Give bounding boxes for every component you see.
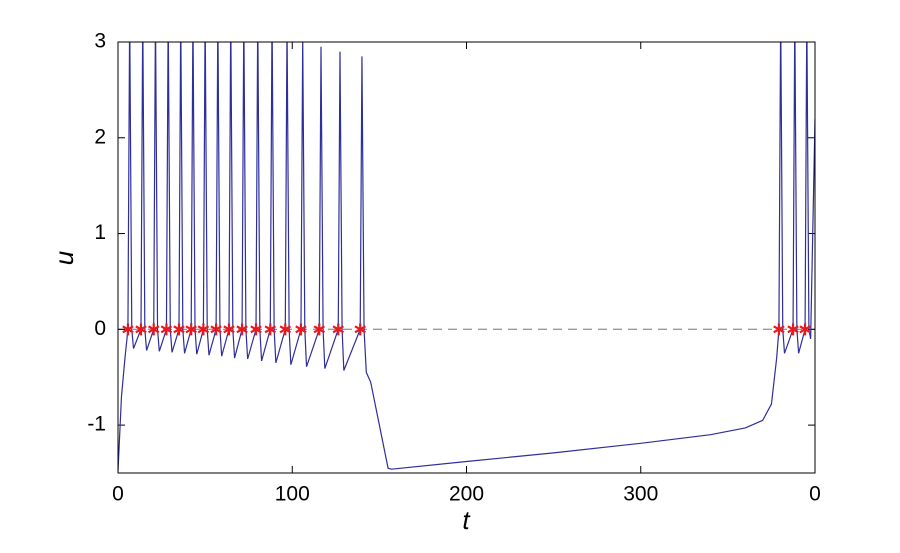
star-marker <box>354 323 366 336</box>
star-marker <box>223 323 235 336</box>
star-marker <box>185 323 197 336</box>
star-marker <box>160 323 173 336</box>
x-tick-label: 300 <box>623 483 658 506</box>
star-marker <box>279 323 292 336</box>
x-tick-label: 0 <box>112 483 124 506</box>
star-marker <box>332 323 344 336</box>
star-marker <box>773 323 785 336</box>
axes-box <box>117 41 816 474</box>
y-tick-label: 3 <box>94 30 106 53</box>
star-marker <box>147 323 160 336</box>
star-marker <box>210 323 222 336</box>
star-marker <box>799 323 811 336</box>
x-tick-label: 0 <box>809 483 821 506</box>
y-tick-label: 2 <box>94 125 106 148</box>
star-marker <box>295 323 307 336</box>
star-marker <box>264 323 277 336</box>
x-axis-label: t <box>462 505 471 535</box>
star-marker <box>787 323 799 336</box>
y-axis-label: u <box>49 251 79 265</box>
y-tick-label: -1 <box>87 413 106 436</box>
y-tick-label: 1 <box>94 221 106 244</box>
x-tick-label: 200 <box>449 483 484 506</box>
star-marker <box>313 323 326 336</box>
star-marker <box>250 323 262 336</box>
line <box>118 42 815 472</box>
x-tick-label: 100 <box>275 483 310 506</box>
star-marker <box>135 323 147 336</box>
star-marker <box>173 323 185 336</box>
star-marker <box>122 323 134 336</box>
y-tick-label: 0 <box>94 317 106 340</box>
star-marker <box>197 323 210 336</box>
plot-area <box>118 42 815 472</box>
star-marker <box>236 323 248 336</box>
